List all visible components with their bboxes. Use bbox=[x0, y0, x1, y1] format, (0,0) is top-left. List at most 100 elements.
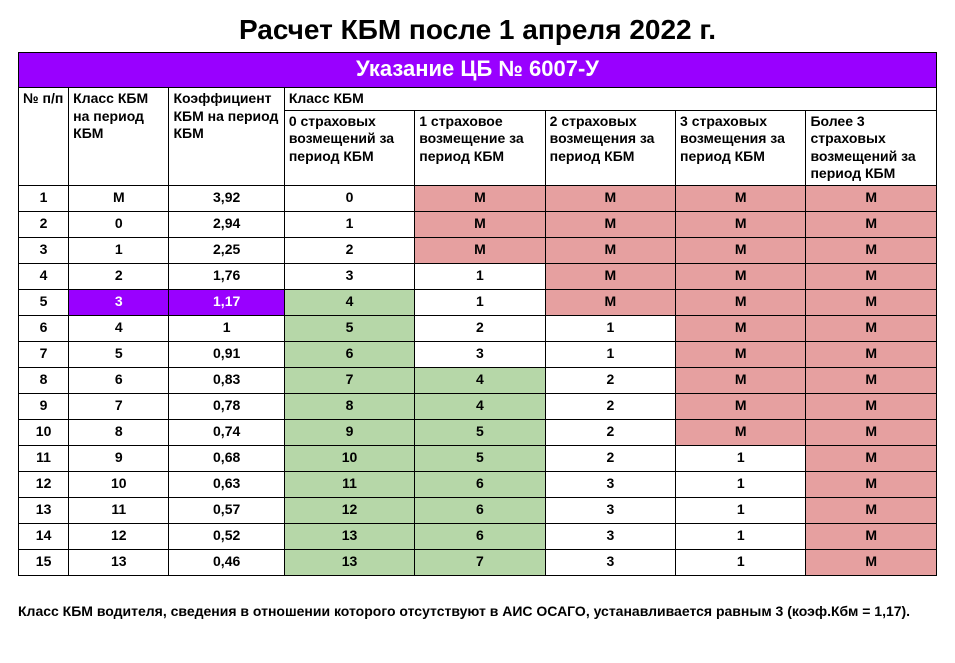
cell-c3: М bbox=[676, 263, 806, 289]
cell-c4: М bbox=[806, 523, 937, 549]
table-row: 421,7631МММ bbox=[19, 263, 937, 289]
cell-c1: М bbox=[415, 185, 545, 211]
cell-c3: М bbox=[676, 289, 806, 315]
cell-coef: 1,76 bbox=[169, 263, 284, 289]
cell-c0: 11 bbox=[284, 471, 414, 497]
cell-class: 12 bbox=[69, 523, 169, 549]
cell-coef: 0,52 bbox=[169, 523, 284, 549]
cell-num: 13 bbox=[19, 497, 69, 523]
cell-c4: М bbox=[806, 289, 937, 315]
cell-coef: 2,25 bbox=[169, 237, 284, 263]
th-coef: Коэффициент КБМ на период КБМ bbox=[169, 88, 284, 186]
cell-class: 13 bbox=[69, 549, 169, 575]
cell-c0: 8 bbox=[284, 393, 414, 419]
cell-c2: 3 bbox=[545, 549, 675, 575]
cell-c3: М bbox=[676, 367, 806, 393]
cell-c2: М bbox=[545, 185, 675, 211]
cell-c1: 4 bbox=[415, 393, 545, 419]
cell-c0: 2 bbox=[284, 237, 414, 263]
table-row: 750,91631ММ bbox=[19, 341, 937, 367]
cell-c4: М bbox=[806, 549, 937, 575]
cell-c1: М bbox=[415, 211, 545, 237]
th-class-period: Класс КБМ на период КБМ bbox=[69, 88, 169, 186]
cell-coef: 1,17 bbox=[169, 289, 284, 315]
cell-c1: 5 bbox=[415, 445, 545, 471]
cell-num: 4 bbox=[19, 263, 69, 289]
th-sub-4: Более 3 страховых возмещений за период К… bbox=[806, 110, 937, 185]
cell-c4: М bbox=[806, 367, 937, 393]
cell-c0: 6 bbox=[284, 341, 414, 367]
cell-c3: М bbox=[676, 393, 806, 419]
cell-c1: 7 bbox=[415, 549, 545, 575]
cell-coef: 3,92 bbox=[169, 185, 284, 211]
cell-c4: М bbox=[806, 419, 937, 445]
cell-class: М bbox=[69, 185, 169, 211]
cell-c4: М bbox=[806, 211, 937, 237]
cell-num: 6 bbox=[19, 315, 69, 341]
table-body: 1М3,920ММММ202,941ММММ312,252ММММ421,763… bbox=[19, 185, 937, 575]
th-sub-3: 3 страховых возмещения за период КБМ bbox=[676, 110, 806, 185]
cell-c2: М bbox=[545, 263, 675, 289]
cell-c0: 3 bbox=[284, 263, 414, 289]
cell-class: 6 bbox=[69, 367, 169, 393]
cell-class: 3 bbox=[69, 289, 169, 315]
cell-c3: М bbox=[676, 419, 806, 445]
table-row: 860,83742ММ bbox=[19, 367, 937, 393]
th-sub-0: 0 страховых возмещений за период КБМ bbox=[284, 110, 414, 185]
cell-c2: М bbox=[545, 237, 675, 263]
cell-c0: 10 bbox=[284, 445, 414, 471]
cell-num: 8 bbox=[19, 367, 69, 393]
th-group: Класс КБМ bbox=[284, 88, 936, 111]
cell-coef: 0,74 bbox=[169, 419, 284, 445]
cell-c0: 0 bbox=[284, 185, 414, 211]
page-title: Расчет КБМ после 1 апреля 2022 г. bbox=[18, 14, 937, 46]
cell-c4: М bbox=[806, 341, 937, 367]
table-row: 14120,5213631М bbox=[19, 523, 937, 549]
table-row: 12100,6311631М bbox=[19, 471, 937, 497]
cell-coef: 0,63 bbox=[169, 471, 284, 497]
cell-c2: 3 bbox=[545, 471, 675, 497]
cell-class: 8 bbox=[69, 419, 169, 445]
cell-c1: 1 bbox=[415, 289, 545, 315]
cell-coef: 2,94 bbox=[169, 211, 284, 237]
cell-c0: 9 bbox=[284, 419, 414, 445]
cell-c4: М bbox=[806, 315, 937, 341]
cell-class: 5 bbox=[69, 341, 169, 367]
cell-c1: 5 bbox=[415, 419, 545, 445]
cell-c1: 6 bbox=[415, 497, 545, 523]
cell-num: 11 bbox=[19, 445, 69, 471]
cell-c2: 2 bbox=[545, 367, 675, 393]
cell-c3: М bbox=[676, 237, 806, 263]
cell-class: 2 bbox=[69, 263, 169, 289]
table-head: № п/п Класс КБМ на период КБМ Коэффициен… bbox=[19, 88, 937, 186]
cell-c4: М bbox=[806, 445, 937, 471]
table-row: 15130,4613731М bbox=[19, 549, 937, 575]
cell-coef: 0,83 bbox=[169, 367, 284, 393]
cell-c3: 1 bbox=[676, 549, 806, 575]
cell-coef: 0,46 bbox=[169, 549, 284, 575]
cell-c0: 4 bbox=[284, 289, 414, 315]
cell-coef: 0,68 bbox=[169, 445, 284, 471]
cell-c3: М bbox=[676, 315, 806, 341]
cell-c3: М bbox=[676, 185, 806, 211]
cell-c1: М bbox=[415, 237, 545, 263]
cell-class: 0 bbox=[69, 211, 169, 237]
cell-class: 9 bbox=[69, 445, 169, 471]
kbm-table: № п/п Класс КБМ на период КБМ Коэффициен… bbox=[18, 87, 937, 576]
cell-c2: М bbox=[545, 289, 675, 315]
cell-num: 15 bbox=[19, 549, 69, 575]
cell-c3: 1 bbox=[676, 497, 806, 523]
table-row: 13110,5712631М bbox=[19, 497, 937, 523]
table-row: 1080,74952ММ bbox=[19, 419, 937, 445]
table-row: 202,941ММММ bbox=[19, 211, 937, 237]
cell-c1: 6 bbox=[415, 471, 545, 497]
cell-c3: 1 bbox=[676, 523, 806, 549]
cell-class: 11 bbox=[69, 497, 169, 523]
cell-class: 1 bbox=[69, 237, 169, 263]
cell-c0: 12 bbox=[284, 497, 414, 523]
cell-num: 14 bbox=[19, 523, 69, 549]
cell-c2: 2 bbox=[545, 419, 675, 445]
th-num: № п/п bbox=[19, 88, 69, 186]
cell-c2: 1 bbox=[545, 315, 675, 341]
cell-c4: М bbox=[806, 263, 937, 289]
